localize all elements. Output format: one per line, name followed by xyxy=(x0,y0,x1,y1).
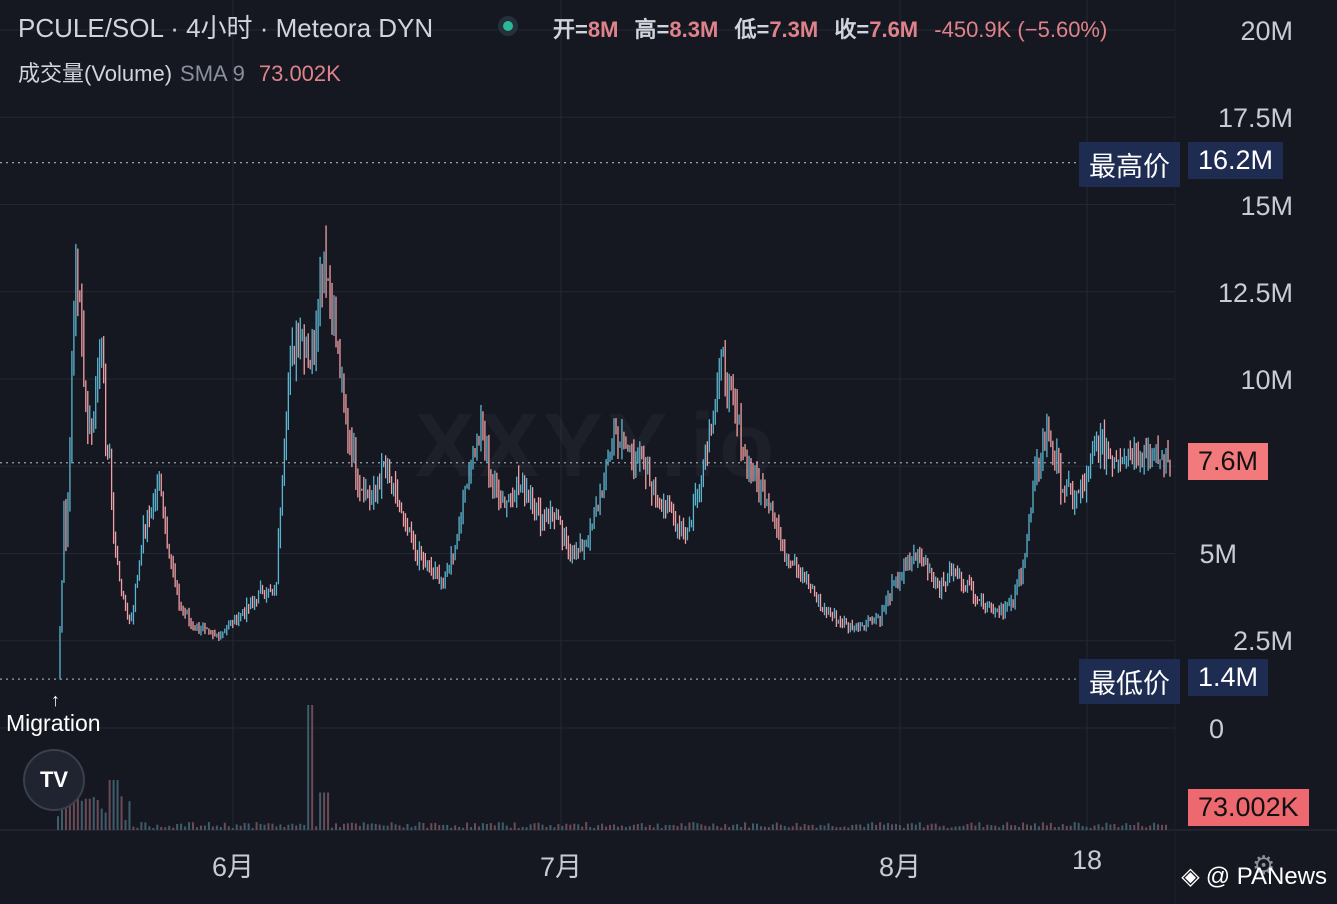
high-price-label: 最高价 xyxy=(1079,142,1180,187)
chart-title[interactable]: PCULE/SOL · 4小时 · Meteora DYN xyxy=(18,13,434,43)
tradingview-logo[interactable]: TV xyxy=(23,749,85,811)
ohlc-open: 开=8M xyxy=(553,17,619,42)
x-tick-18: 18 xyxy=(1071,845,1103,875)
x-tick-august: 8月 xyxy=(878,852,922,882)
ohlc-readout: 开=8M 高=8.3M 低=7.3M 收=7.6M -450.9K (−5.60… xyxy=(553,12,1117,44)
volume-value: 73.002K xyxy=(258,61,341,86)
volume-legend[interactable]: 成交量(Volume) SMA 9 73.002K xyxy=(18,56,341,88)
volume-sma: SMA 9 xyxy=(180,61,245,86)
high-price-value: 16.2M xyxy=(1188,142,1284,179)
credit-label: ◈ @ PANews xyxy=(1181,862,1327,891)
volume-value-tag: 73.002K xyxy=(1188,789,1309,826)
y-tick-12-5m: 12.5M xyxy=(1217,278,1293,308)
reference-lines xyxy=(0,162,1080,680)
ohlc-high: 高=8.3M xyxy=(634,17,719,42)
migration-annotation: Migration xyxy=(6,710,101,736)
volume-label: 成交量(Volume) xyxy=(18,61,173,86)
credit-text: @ PANews xyxy=(1205,863,1327,890)
y-tick-20m: 20M xyxy=(1240,16,1293,46)
last-price-tag: 7.6M xyxy=(1188,443,1269,480)
x-tick-june: 6月 xyxy=(211,852,255,882)
y-tick-2-5m: 2.5M xyxy=(1232,626,1293,656)
price-candles xyxy=(59,225,1171,680)
migration-arrow-icon: ↑ xyxy=(51,690,60,710)
y-tick-0: 0 xyxy=(1208,714,1224,744)
y-tick-15m: 15M xyxy=(1240,191,1293,221)
ohlc-low: 低=7.3M xyxy=(734,17,819,42)
x-tick-july: 7月 xyxy=(539,852,583,882)
settings-gear-icon[interactable]: ⚙ xyxy=(1252,850,1276,880)
volume-bars xyxy=(57,705,1168,830)
y-tick-10m: 10M xyxy=(1240,365,1293,395)
y-tick-17-5m: 17.5M xyxy=(1217,103,1293,133)
low-price-label: 最低价 xyxy=(1079,659,1180,704)
y-tick-5m: 5M xyxy=(1199,539,1237,569)
watermark: XXYY.io xyxy=(415,395,778,498)
status-dot-icon xyxy=(498,16,518,36)
ohlc-change: -450.9K (−5.60%) xyxy=(934,17,1108,42)
panews-logo-icon: ◈ xyxy=(1181,863,1200,890)
low-price-value: 1.4M xyxy=(1188,659,1269,696)
ohlc-close: 收=7.6M xyxy=(834,17,919,42)
